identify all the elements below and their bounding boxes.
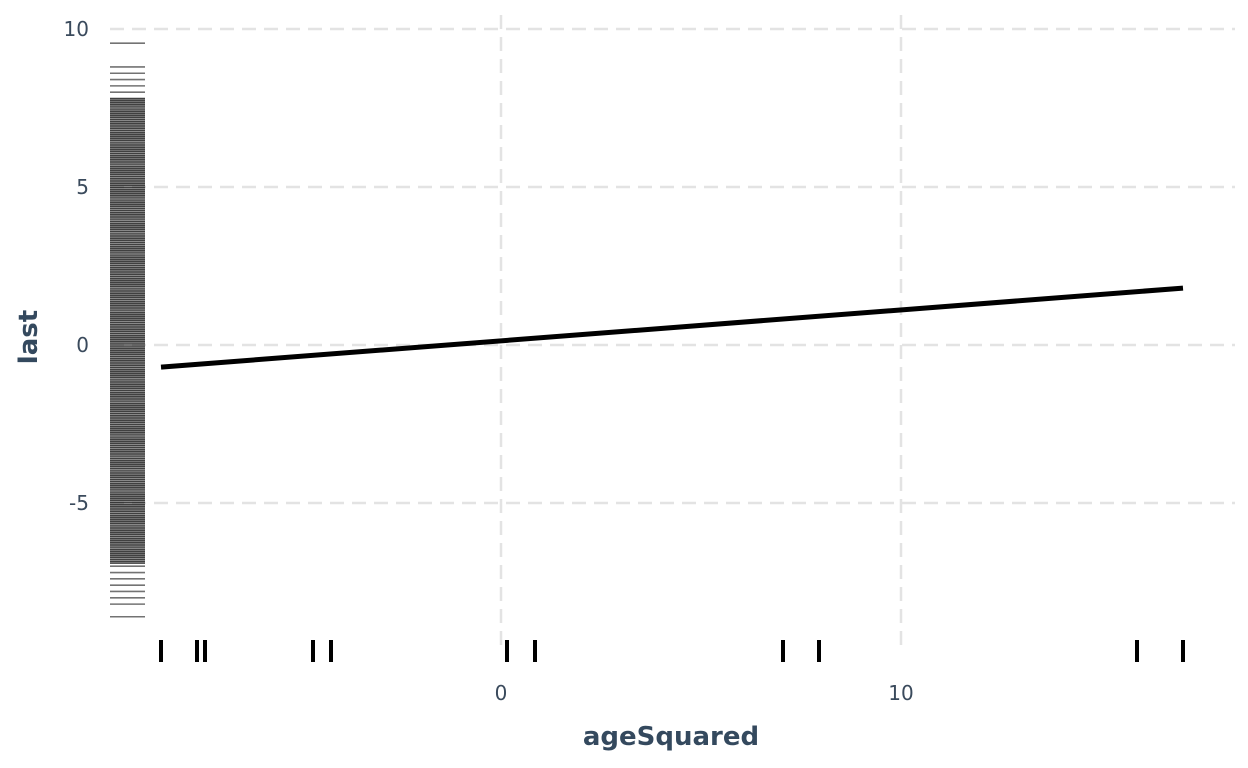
tick-labels: 0 10 -5 0 5 10 xyxy=(64,17,914,705)
y-tick-label: 10 xyxy=(64,17,89,41)
grid-lines xyxy=(110,15,1235,650)
y-axis-title: last xyxy=(14,310,44,364)
x-rug xyxy=(159,640,1185,662)
y-tick-label: 0 xyxy=(76,333,89,357)
fit-line-layer xyxy=(160,285,1184,370)
fit-line xyxy=(160,285,1184,370)
y-tick-label: 5 xyxy=(76,175,89,199)
y-tick-label: -5 xyxy=(69,491,89,515)
y-rug xyxy=(110,42,145,618)
x-tick-label: 0 xyxy=(495,681,508,705)
x-tick-label: 10 xyxy=(888,681,913,705)
x-axis-title: ageSquared xyxy=(583,722,759,752)
